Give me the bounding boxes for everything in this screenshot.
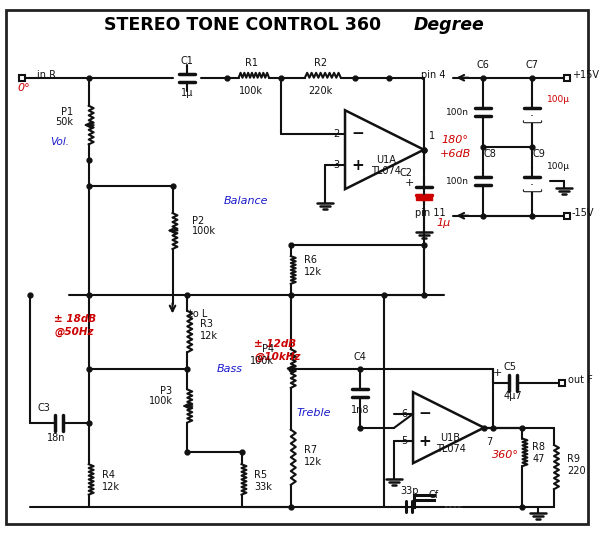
Text: 220k: 220k: [308, 85, 332, 96]
Text: 100n: 100n: [446, 177, 469, 186]
Text: to L: to L: [189, 309, 208, 319]
Text: C2: C2: [399, 168, 412, 178]
Text: 50k: 50k: [55, 117, 73, 127]
Text: 3: 3: [333, 160, 339, 170]
Text: 100k: 100k: [192, 225, 216, 235]
Text: R3: R3: [200, 319, 213, 329]
Text: +: +: [405, 178, 414, 188]
Text: Degree: Degree: [414, 17, 485, 35]
Text: Balance: Balance: [224, 196, 268, 206]
Text: 18n: 18n: [48, 433, 66, 443]
Text: R2: R2: [314, 58, 327, 68]
Text: out F: out F: [568, 375, 592, 386]
Text: 12k: 12k: [303, 457, 321, 467]
Text: 6: 6: [401, 409, 407, 419]
Text: C3: C3: [37, 403, 51, 413]
Text: P1: P1: [61, 107, 73, 117]
Text: 5: 5: [401, 436, 407, 446]
Text: @50Hz: @50Hz: [54, 327, 94, 337]
Text: C5: C5: [503, 362, 516, 372]
Text: P3: P3: [160, 386, 173, 396]
Text: C1: C1: [181, 56, 194, 66]
Text: +: +: [418, 434, 431, 449]
FancyBboxPatch shape: [6, 10, 588, 524]
Text: TL074: TL074: [436, 444, 465, 454]
Text: ± 12dB: ± 12dB: [254, 339, 296, 349]
Text: Cf: Cf: [429, 490, 439, 500]
Text: −: −: [352, 127, 364, 142]
Text: R5: R5: [254, 470, 267, 480]
Text: STEREO TONE CONTROL 360: STEREO TONE CONTROL 360: [104, 17, 386, 35]
Text: 12k: 12k: [303, 267, 321, 277]
Text: 1n8: 1n8: [350, 405, 369, 415]
Text: TL074: TL074: [371, 167, 402, 176]
Text: +6dB: +6dB: [440, 148, 471, 159]
Text: +: +: [352, 158, 364, 173]
Text: C7: C7: [526, 60, 539, 70]
Text: ± 18dB: ± 18dB: [54, 314, 96, 324]
Bar: [524, 185, 540, 190]
Text: 2: 2: [333, 129, 339, 139]
Text: 33p: 33p: [400, 486, 418, 496]
Text: −: −: [418, 406, 431, 421]
Text: Vol.: Vol.: [50, 137, 69, 147]
Text: 47: 47: [532, 454, 545, 464]
Text: 180°: 180°: [442, 135, 469, 145]
Text: P2: P2: [192, 216, 205, 226]
Text: 4μ7: 4μ7: [503, 391, 522, 401]
Text: 33k: 33k: [254, 482, 272, 492]
Text: 1: 1: [429, 131, 435, 141]
Text: 220: 220: [567, 466, 586, 476]
Text: R9: R9: [567, 454, 580, 464]
Text: in R: in R: [37, 70, 57, 80]
Text: pin 11: pin 11: [415, 208, 445, 218]
Text: +15V: +15V: [572, 70, 599, 80]
Text: R7: R7: [303, 445, 317, 456]
Text: 100μ: 100μ: [547, 95, 570, 104]
Text: 7: 7: [486, 437, 492, 447]
Text: 100k: 100k: [240, 85, 264, 96]
Text: R8: R8: [532, 442, 545, 452]
Text: Bass: Bass: [217, 364, 243, 374]
Text: 360°: 360°: [492, 450, 519, 460]
Text: +: +: [493, 368, 503, 379]
Text: -15V: -15V: [572, 208, 594, 218]
Text: 1μ: 1μ: [436, 218, 451, 227]
Text: C9: C9: [532, 148, 545, 159]
Text: 100k: 100k: [149, 396, 173, 406]
Text: pin 4: pin 4: [421, 70, 445, 80]
Text: 0°: 0°: [17, 83, 30, 92]
Text: P4: P4: [262, 344, 274, 354]
Text: R6: R6: [303, 255, 317, 265]
Text: @10kHz: @10kHz: [254, 351, 301, 362]
Text: C6: C6: [477, 60, 489, 70]
Text: 100μ: 100μ: [547, 162, 570, 171]
Bar: [524, 116, 540, 121]
Text: 12k: 12k: [102, 482, 120, 492]
Text: U1B: U1B: [441, 433, 461, 443]
Text: R4: R4: [102, 470, 114, 480]
Text: 100k: 100k: [250, 356, 274, 366]
Text: U1A: U1A: [376, 154, 396, 164]
Text: 1μ: 1μ: [181, 88, 193, 98]
Text: C4: C4: [353, 352, 366, 362]
Text: R1: R1: [245, 58, 258, 68]
Text: C8: C8: [483, 148, 496, 159]
Text: 12k: 12k: [200, 331, 218, 341]
Text: 100n: 100n: [446, 108, 469, 117]
Text: Treble: Treble: [296, 408, 330, 418]
Bar: [416, 195, 432, 200]
